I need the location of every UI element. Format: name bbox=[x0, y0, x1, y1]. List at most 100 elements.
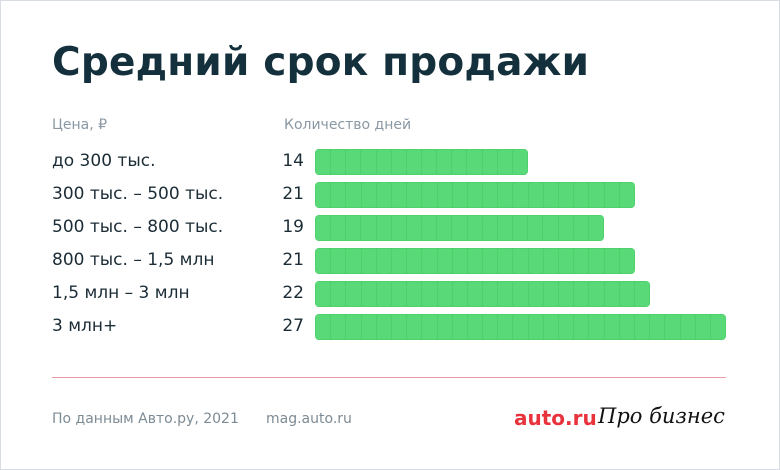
bar-segment bbox=[483, 249, 498, 273]
bar-segment bbox=[467, 216, 482, 240]
bar-segment bbox=[543, 183, 558, 207]
bar-segment bbox=[452, 249, 467, 273]
bar-segment bbox=[421, 150, 437, 174]
bar-segment bbox=[604, 282, 619, 306]
bar-segment bbox=[680, 315, 695, 339]
bar-segment bbox=[391, 183, 407, 207]
data-label: 14 bbox=[282, 151, 304, 171]
bar-segment bbox=[574, 183, 589, 207]
bar-segment bbox=[589, 282, 604, 306]
bar-segment bbox=[316, 315, 331, 339]
bar-segment bbox=[467, 249, 483, 273]
bar-segment bbox=[391, 315, 407, 339]
bar bbox=[315, 314, 726, 340]
bar-segment bbox=[619, 282, 634, 306]
data-label: 19 bbox=[282, 217, 304, 237]
bar-segment bbox=[452, 315, 467, 339]
bar-segment bbox=[331, 282, 346, 306]
bar-segment bbox=[437, 249, 452, 273]
bar-segment bbox=[346, 216, 361, 240]
bar-segment bbox=[559, 249, 574, 273]
bar-segment bbox=[498, 315, 513, 339]
site-link[interactable]: mag.auto.ru bbox=[266, 411, 352, 427]
category-label: 800 тыс. – 1,5 млн bbox=[52, 250, 215, 270]
bar-segment bbox=[513, 282, 528, 306]
bar-segment bbox=[528, 183, 543, 207]
bar-segment bbox=[574, 249, 589, 273]
bar-segment bbox=[467, 315, 483, 339]
footer-divider bbox=[52, 377, 726, 378]
bar-segment bbox=[361, 315, 376, 339]
bar-segment bbox=[452, 150, 467, 174]
bar bbox=[315, 248, 635, 274]
bar-segment bbox=[406, 150, 421, 174]
bar-segment bbox=[467, 150, 482, 174]
bar-segment bbox=[346, 150, 361, 174]
bar bbox=[315, 281, 650, 307]
price-column-header: Цена, ₽ bbox=[52, 117, 108, 133]
bar-segment bbox=[528, 249, 543, 273]
auto-ru-logo: auto.ru bbox=[514, 406, 597, 430]
bar-segment bbox=[543, 249, 558, 273]
category-label: 1,5 млн – 3 млн bbox=[52, 283, 190, 303]
bar-segment bbox=[512, 150, 527, 174]
bar-segment bbox=[437, 150, 452, 174]
bar bbox=[315, 149, 528, 175]
data-label: 21 bbox=[282, 250, 304, 270]
bar-segment bbox=[619, 249, 634, 273]
bar-segment bbox=[559, 183, 574, 207]
bar-segment bbox=[604, 249, 619, 273]
bar-segment bbox=[650, 315, 665, 339]
bar-segment bbox=[331, 249, 346, 273]
chart-title: Средний срок продажи bbox=[52, 40, 590, 85]
bar-segment bbox=[316, 150, 331, 174]
bar-segment bbox=[376, 282, 391, 306]
bar-segment bbox=[346, 249, 361, 273]
bar-segment bbox=[346, 315, 361, 339]
bar-segment bbox=[316, 183, 331, 207]
bar-segment bbox=[361, 216, 376, 240]
bar-segment bbox=[437, 183, 452, 207]
category-label: 500 тыс. – 800 тыс. bbox=[52, 217, 224, 237]
bar-segment bbox=[331, 183, 346, 207]
bar-segment bbox=[422, 183, 437, 207]
bar-segment bbox=[346, 183, 361, 207]
category-label: 3 млн+ bbox=[52, 316, 118, 336]
bar-segment bbox=[391, 249, 407, 273]
bar-segment bbox=[422, 249, 437, 273]
bar-segment bbox=[619, 183, 634, 207]
data-label: 21 bbox=[282, 184, 304, 204]
bar bbox=[315, 182, 635, 208]
bar-segment bbox=[452, 216, 467, 240]
bar-segment bbox=[483, 183, 498, 207]
bar-segment bbox=[483, 315, 498, 339]
bar-segment bbox=[543, 216, 558, 240]
bar-segment bbox=[437, 282, 452, 306]
pro-biznes-logo: Про бизнес bbox=[598, 404, 725, 428]
bar-segment bbox=[482, 150, 497, 174]
bar-segment bbox=[498, 282, 513, 306]
bar-segment bbox=[588, 216, 603, 240]
bar-segment bbox=[513, 183, 528, 207]
bar-segment bbox=[391, 282, 407, 306]
bar-segment bbox=[467, 282, 483, 306]
bar-segment bbox=[316, 249, 331, 273]
source-note: По данным Авто.ру, 2021 bbox=[52, 411, 239, 427]
bar-segment bbox=[528, 216, 543, 240]
bar-segment bbox=[513, 216, 528, 240]
bar-segment bbox=[497, 216, 513, 240]
bar-segment bbox=[452, 183, 467, 207]
bar-segment bbox=[589, 249, 604, 273]
bar-segment bbox=[710, 315, 726, 339]
bar-segment bbox=[558, 216, 573, 240]
bar-segment bbox=[589, 315, 604, 339]
bar-segment bbox=[391, 216, 406, 240]
bar-segment bbox=[376, 183, 391, 207]
bar-segment bbox=[407, 183, 422, 207]
bar-segment bbox=[316, 282, 331, 306]
bar-segment bbox=[482, 216, 497, 240]
bar-segment bbox=[376, 150, 391, 174]
bar-segment bbox=[695, 315, 710, 339]
bar-segment bbox=[406, 216, 422, 240]
bar-segment bbox=[604, 315, 619, 339]
